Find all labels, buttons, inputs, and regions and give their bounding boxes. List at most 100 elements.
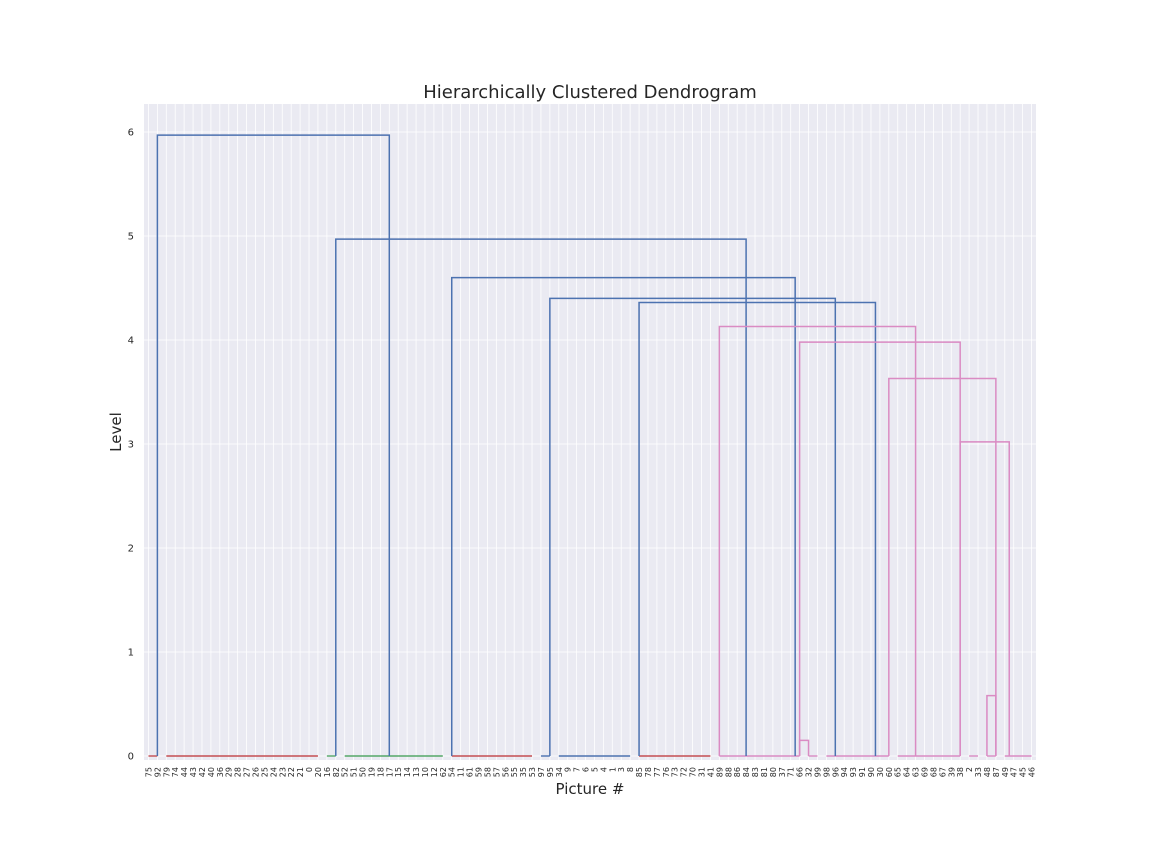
- x-tick-label: 95: [546, 767, 555, 777]
- x-tick-label: 44: [180, 767, 189, 777]
- x-tick-label: 48: [983, 767, 992, 777]
- x-tick-label: 79: [162, 767, 171, 777]
- x-tick-label: 76: [662, 767, 671, 777]
- x-tick-label: 82: [332, 767, 341, 777]
- x-tick-label: 39: [947, 767, 956, 777]
- x-tick-label: 14: [403, 767, 412, 777]
- x-tick-label: 52: [341, 767, 350, 777]
- x-tick-label: 20: [314, 767, 323, 777]
- x-tick-label: 24: [269, 767, 278, 777]
- dendrogram-links: [148, 134, 1032, 757]
- x-tick-labels: 75 92 79 74 44 43 42 40 36 29 28 27 26 25 24 23 22 21 0 20 1…: [144, 767, 1036, 777]
- x-tick-label: 35: [519, 767, 528, 777]
- y-tick-label: 6: [128, 128, 134, 139]
- x-tick-label: 1: [608, 767, 617, 772]
- x-tick-label: 43: [189, 767, 198, 777]
- x-tick-label: 27: [243, 767, 252, 777]
- x-tick-label: 81: [760, 767, 769, 777]
- x-tick-label: 13: [412, 767, 421, 777]
- x-tick-label: 17: [385, 767, 394, 777]
- x-tick-label: 5: [590, 767, 599, 772]
- x-tick-label: 32: [805, 767, 814, 777]
- x-tick-label: 58: [483, 767, 492, 777]
- x-tick-label: 86: [733, 767, 742, 777]
- x-tick-label: 55: [510, 767, 519, 777]
- x-tick-label: 93: [849, 767, 858, 777]
- x-tick-label: 45: [1019, 767, 1028, 777]
- x-tick-label: 70: [689, 767, 698, 777]
- x-tick-label: 65: [894, 767, 903, 777]
- x-tick-label: 63: [912, 767, 921, 777]
- x-tick-label: 10: [421, 767, 430, 777]
- x-tick-label: 92: [153, 767, 162, 777]
- x-tick-label: 62: [439, 767, 448, 777]
- x-tick-label: 4: [599, 767, 608, 772]
- x-tick-label: 31: [698, 767, 707, 777]
- merge-link: [718, 325, 917, 756]
- merge-link: [798, 739, 810, 756]
- x-tick-label: 21: [296, 767, 305, 777]
- x-tick-label: 57: [492, 767, 501, 777]
- x-tick-label: 2: [965, 767, 974, 772]
- x-tick-label: 91: [858, 767, 867, 777]
- y-tick-label: 2: [128, 544, 134, 555]
- x-tick-label: 83: [751, 767, 760, 777]
- x-tick-label: 0: [305, 767, 314, 772]
- x-tick-label: 40: [207, 767, 216, 777]
- x-tick-label: 33: [974, 767, 983, 777]
- x-tick-label: 84: [742, 767, 751, 777]
- x-tick-label: 72: [680, 767, 689, 777]
- x-tick-label: 75: [144, 767, 153, 777]
- x-tick-label: 54: [448, 767, 457, 777]
- x-tick-label: 77: [653, 767, 662, 777]
- x-tick-label: 85: [635, 767, 644, 777]
- x-tick-label: 9: [564, 767, 573, 772]
- x-tick-label: 29: [225, 767, 234, 777]
- x-tick-label: 61: [466, 767, 475, 777]
- x-tick-label: 18: [376, 767, 385, 777]
- x-tick-label: 49: [1001, 767, 1010, 777]
- x-tick-label: 3: [617, 767, 626, 772]
- x-tick-label: 59: [475, 767, 484, 777]
- merge-link: [638, 301, 877, 756]
- x-tick-label: 74: [171, 767, 180, 777]
- merge-link: [450, 276, 796, 756]
- x-tick-label: 99: [813, 767, 822, 777]
- x-tick-label: 50: [359, 767, 368, 777]
- x-tick-label: 96: [831, 767, 840, 777]
- x-tick-label: 38: [956, 767, 965, 777]
- x-tick-label: 19: [367, 767, 376, 777]
- x-tick-label: 30: [876, 767, 885, 777]
- x-tick-label: 97: [537, 767, 546, 777]
- merge-link: [888, 377, 997, 756]
- x-tick-label: 67: [938, 767, 947, 777]
- x-tick-label: 51: [350, 767, 359, 777]
- x-tick-label: 66: [796, 767, 805, 777]
- x-tick-label: 7: [573, 767, 582, 772]
- x-tick-label: 8: [626, 767, 635, 772]
- x-axis-label: Picture #: [556, 780, 625, 798]
- x-tick-label: 37: [778, 767, 787, 777]
- x-tick-label: 16: [323, 767, 332, 777]
- x-tick-label: 60: [885, 767, 894, 777]
- y-tick-label: 4: [128, 336, 134, 347]
- y-tick-label: 3: [128, 440, 134, 451]
- y-tick-label: 0: [128, 752, 134, 763]
- x-tick-label: 89: [715, 767, 724, 777]
- y-tick-labels: 0 1 2 3 4 5 6: [128, 128, 134, 763]
- x-tick-label: 68: [929, 767, 938, 777]
- x-tick-label: 53: [528, 767, 537, 777]
- y-tick-label: 5: [128, 232, 134, 243]
- x-tick-label: 42: [198, 767, 207, 777]
- x-tick-label: 56: [501, 767, 510, 777]
- merge-link: [959, 441, 1010, 756]
- y-tick-label: 1: [128, 648, 134, 659]
- merge-link: [335, 238, 747, 756]
- x-tick-label: 71: [787, 767, 796, 777]
- x-tick-label: 36: [216, 767, 225, 777]
- x-tick-label: 90: [867, 767, 876, 777]
- y-axis-label: Level: [107, 412, 125, 452]
- x-tick-label: 73: [671, 767, 680, 777]
- x-tick-label: 25: [260, 767, 269, 777]
- x-tick-label: 94: [840, 767, 849, 777]
